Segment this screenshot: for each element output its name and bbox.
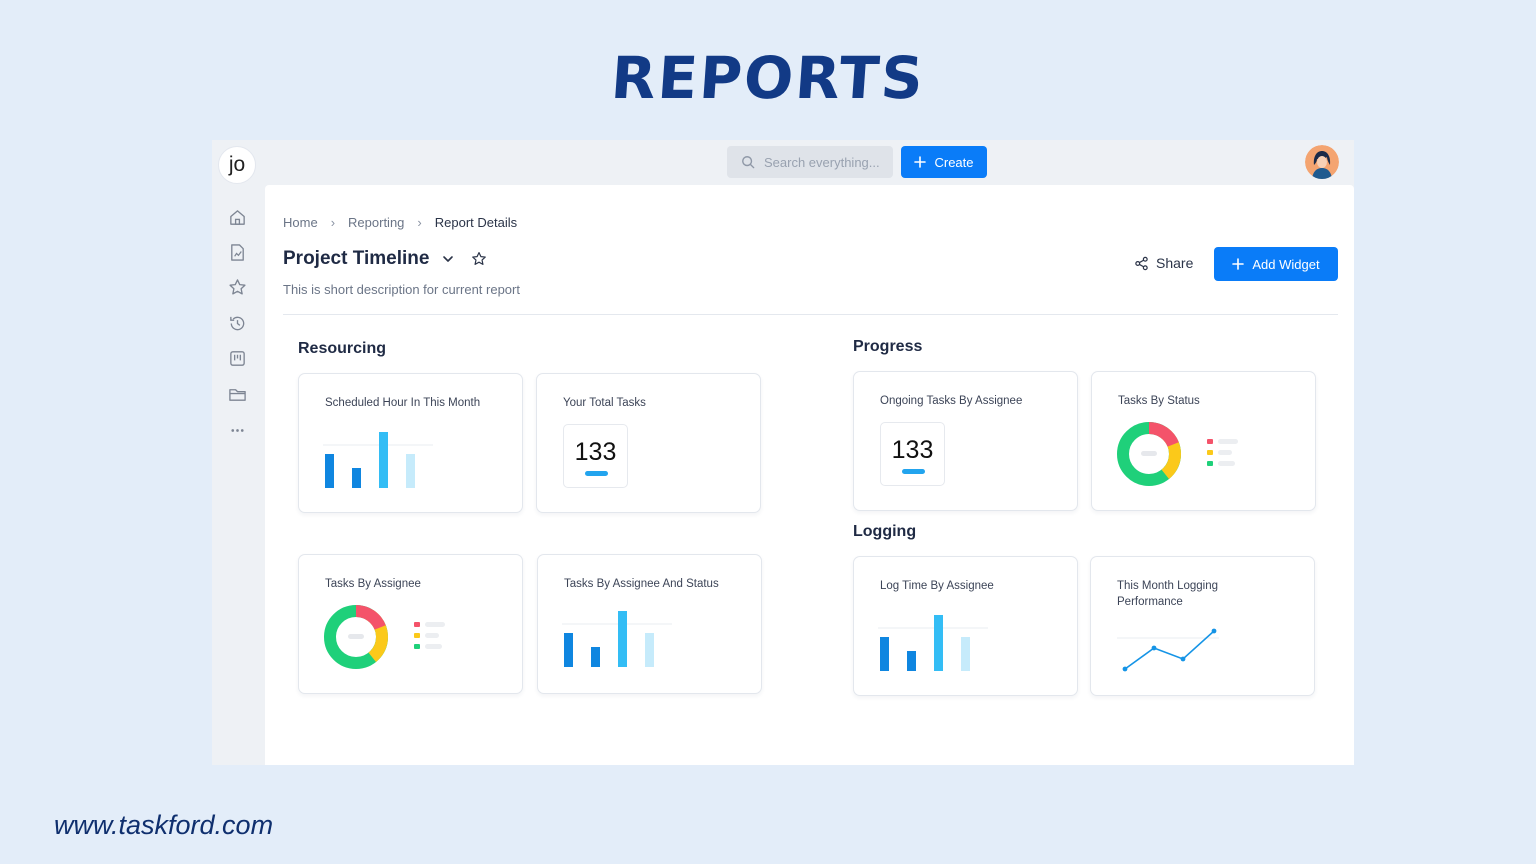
bar-chart-thumbnail: [562, 611, 672, 667]
search-input[interactable]: Search everything...: [727, 146, 893, 178]
history-icon[interactable]: [228, 314, 247, 333]
page-title: Project Timeline: [283, 248, 430, 269]
widget-title: Tasks By Assignee And Status: [564, 578, 719, 590]
donut-chart-thumbnail: [324, 605, 445, 669]
page-heading: REPORTS: [608, 44, 928, 112]
footer-url[interactable]: www.taskford.com: [54, 810, 274, 840]
breadcrumb-current: Report Details: [434, 215, 518, 230]
widget-scheduled-hour[interactable]: Scheduled Hour In This Month: [298, 373, 523, 513]
kpi-value: 133: [891, 436, 934, 464]
kpi-box: 133: [880, 422, 945, 486]
search-placeholder: Search everything...: [764, 154, 880, 170]
bar-chart-thumbnail: [878, 615, 988, 671]
favorite-star-icon[interactable]: [471, 251, 487, 267]
user-avatar[interactable]: [1305, 145, 1339, 179]
breadcrumb: Home › Reporting › Report Details: [283, 215, 517, 230]
widget-tasks-by-assignee-status[interactable]: Tasks By Assignee And Status: [537, 554, 762, 694]
share-label: Share: [1156, 255, 1194, 271]
widget-total-tasks[interactable]: Your Total Tasks 133: [536, 373, 761, 513]
workspace-logo[interactable]: jo: [218, 146, 256, 184]
widget-logging-performance[interactable]: This Month Logging Performance: [1090, 556, 1315, 696]
kpi-value: 133: [574, 438, 617, 466]
section-progress: Progress: [853, 338, 923, 355]
sidebar: [212, 184, 264, 765]
widget-title: Ongoing Tasks By Assignee: [880, 395, 1023, 407]
top-bar: jo Search everything... Create: [212, 140, 1354, 184]
section-logging: Logging: [853, 523, 917, 540]
widget-ongoing-tasks[interactable]: Ongoing Tasks By Assignee 133: [853, 371, 1078, 511]
section-resourcing: Resourcing: [298, 340, 387, 357]
widget-log-time[interactable]: Log Time By Assignee: [853, 556, 1078, 696]
breadcrumb-reporting[interactable]: Reporting: [348, 215, 405, 230]
avatar-icon: [1305, 145, 1339, 179]
star-icon[interactable]: [228, 278, 247, 297]
chevron-right-icon: ›: [330, 215, 336, 230]
create-label: Create: [934, 154, 974, 170]
widget-tasks-by-status[interactable]: Tasks By Status: [1091, 371, 1316, 511]
title-row: Project Timeline: [283, 248, 487, 270]
kpi-box: 133: [563, 424, 628, 488]
widget-title: Tasks By Assignee: [325, 578, 421, 590]
widget-title: Your Total Tasks: [563, 397, 646, 409]
kpi-indicator: [902, 469, 925, 474]
plus-icon: [1232, 258, 1245, 270]
add-widget-button[interactable]: Add Widget: [1214, 247, 1338, 281]
line-chart-thumbnail: [1117, 628, 1219, 672]
more-icon[interactable]: [228, 421, 247, 440]
breadcrumb-home[interactable]: Home: [283, 215, 318, 230]
create-button[interactable]: Create: [901, 146, 987, 178]
main-panel: Home › Reporting › Report Details Projec…: [265, 185, 1354, 765]
share-icon: [1135, 256, 1148, 270]
widget-tasks-by-assignee[interactable]: Tasks By Assignee: [298, 554, 523, 694]
widget-title: This Month Logging Performance: [1117, 580, 1219, 608]
kpi-indicator: [585, 471, 608, 476]
report-description: This is short description for current re…: [283, 282, 520, 297]
search-icon: [742, 156, 755, 169]
widget-title: Scheduled Hour In This Month: [325, 397, 481, 409]
share-button[interactable]: Share: [1134, 255, 1193, 271]
home-icon[interactable]: [228, 208, 247, 227]
widget-title: Tasks By Status: [1118, 395, 1200, 407]
widget-title: Log Time By Assignee: [880, 580, 994, 592]
bar-chart-thumbnail: [323, 432, 433, 488]
donut-chart-thumbnail: [1117, 422, 1238, 486]
board-icon[interactable]: [228, 349, 247, 368]
chevron-right-icon: ›: [417, 215, 422, 230]
app-window: jo Search everything... Create: [212, 140, 1354, 765]
plus-icon: [914, 156, 927, 168]
folder-icon[interactable]: [228, 385, 247, 404]
chevron-down-icon[interactable]: [442, 253, 454, 265]
add-widget-label: Add Widget: [1252, 256, 1320, 272]
report-icon[interactable]: [228, 243, 247, 262]
header-divider: [283, 314, 1338, 315]
